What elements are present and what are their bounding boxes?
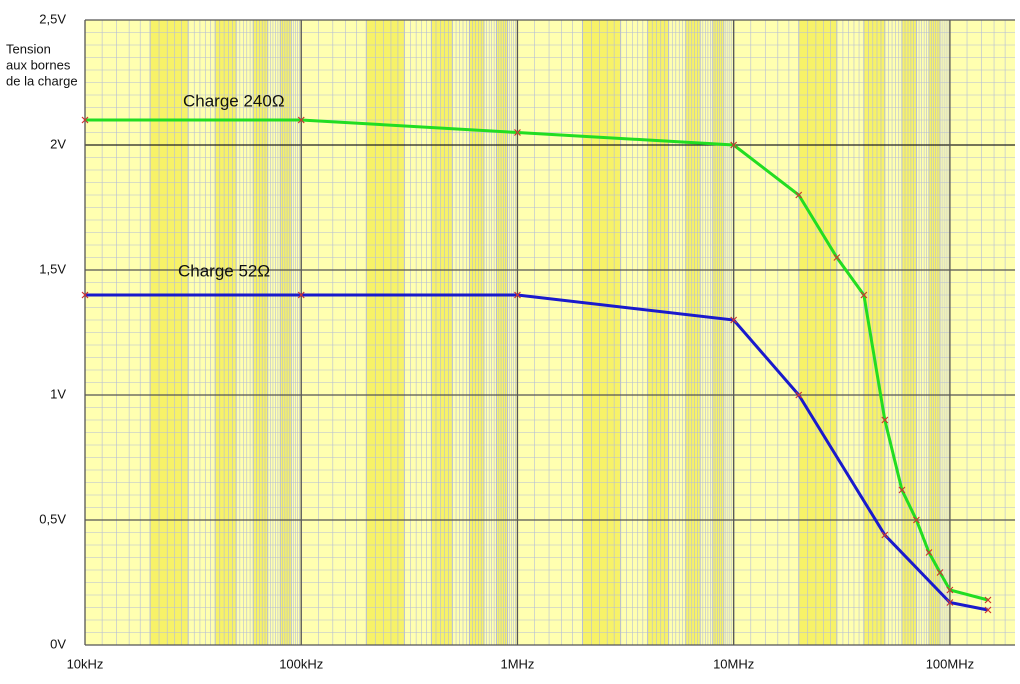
x-tick-label: 10kHz: [67, 656, 104, 671]
marker-cross: [925, 549, 933, 556]
data-marker: [297, 291, 305, 299]
marker-cross: [795, 191, 803, 199]
data-marker: [81, 116, 89, 124]
series-label: Charge 52Ω: [178, 261, 270, 280]
marker-cross: [730, 316, 738, 324]
marker-cross: [514, 291, 521, 299]
data-marker: [860, 291, 868, 299]
marker-cross: [297, 291, 305, 299]
series-line: [85, 118, 989, 602]
marker-cross: [946, 599, 954, 606]
marker-cross: [833, 254, 841, 261]
y-tick-label: 0,5V: [39, 511, 66, 526]
marker-cross: [795, 391, 803, 399]
marker-cross: [730, 141, 738, 149]
data-marker: [881, 416, 889, 424]
data-marker: [81, 291, 89, 299]
data-marker: [514, 291, 521, 299]
y-axis-label: Tension: [6, 41, 51, 56]
y-tick-label: 0V: [50, 636, 66, 651]
marker-cross: [860, 291, 868, 299]
marker-cross: [81, 291, 89, 299]
x-tick-label: 100MHz: [926, 656, 974, 671]
data-marker: [795, 391, 803, 399]
marker-cross: [936, 569, 944, 576]
marker-cross: [946, 586, 954, 594]
y-tick-label: 1V: [50, 386, 66, 401]
series-label: Charge 240Ω: [183, 91, 285, 110]
data-marker: [925, 549, 933, 556]
marker-cross: [881, 531, 889, 539]
data-marker: [946, 586, 954, 594]
data-marker: [936, 569, 944, 576]
y-axis-label: de la charge: [6, 73, 78, 88]
marker-cross: [984, 596, 992, 604]
data-marker: [984, 606, 992, 614]
marker-cross: [898, 486, 906, 494]
marker-cross: [881, 416, 889, 424]
x-tick-label: 100kHz: [279, 656, 323, 671]
data-marker: [297, 116, 305, 124]
y-axis-label: aux bornes: [6, 57, 71, 72]
data-marker: [795, 191, 803, 199]
data-marker: [881, 531, 889, 539]
plot-background: [84, 19, 1015, 646]
data-marker: [984, 596, 992, 604]
y-tick-label: 2,5V: [39, 11, 66, 26]
marker-cross: [297, 116, 305, 124]
marker-cross: [514, 129, 521, 136]
data-marker: [946, 599, 954, 606]
series-line: [85, 293, 989, 612]
data-marker: [898, 486, 906, 494]
x-tick-label: 10MHz: [713, 656, 754, 671]
marker-cross: [984, 606, 992, 614]
data-marker: [730, 316, 738, 324]
marker-cross: [81, 116, 89, 124]
x-tick-label: 1MHz: [500, 656, 534, 671]
data-marker: [514, 129, 521, 136]
marker-cross: [912, 516, 920, 524]
data-marker: [912, 516, 920, 524]
y-tick-label: 2V: [50, 136, 66, 151]
y-tick-label: 1,5V: [39, 261, 66, 276]
data-marker: [833, 254, 841, 261]
data-marker: [730, 141, 738, 149]
